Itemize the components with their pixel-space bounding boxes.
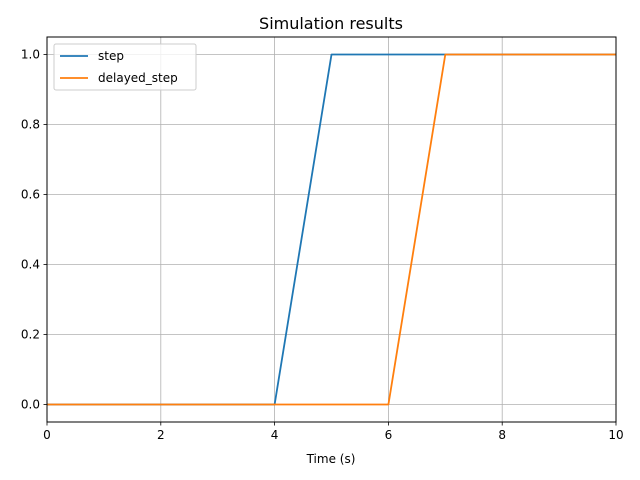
x-tick-label: 10 (608, 428, 623, 442)
y-tick-label: 0.0 (21, 398, 40, 412)
y-tick-label: 0.8 (21, 118, 40, 132)
legend-box (53, 43, 197, 91)
x-tick-label: 2 (157, 428, 165, 442)
grid-lines (46, 37, 617, 422)
series-lines (47, 53, 616, 406)
y-tick-label: 0.2 (21, 328, 40, 342)
legend-label: step (98, 49, 124, 63)
chart-title: Simulation results (259, 14, 403, 33)
y-axis-ticks: 0.0 0.2 0.4 0.6 0.8 1.0 (21, 48, 47, 412)
y-tick-label: 0.4 (21, 258, 40, 272)
series-line-step (47, 53, 616, 406)
x-axis-ticks: 0 2 4 6 8 10 (43, 422, 624, 442)
x-axis-label: Time (s) (306, 452, 356, 466)
x-tick-label: 0 (43, 428, 51, 442)
y-tick-label: 1.0 (21, 48, 40, 62)
plot-frame (46, 36, 617, 423)
series-line-delayed-step (47, 53, 616, 406)
y-tick-label: 0.6 (21, 188, 40, 202)
legend: step delayed_step (53, 43, 197, 91)
legend-label: delayed_step (98, 71, 178, 85)
x-tick-label: 4 (271, 428, 279, 442)
x-tick-label: 8 (498, 428, 506, 442)
x-tick-label: 6 (385, 428, 393, 442)
